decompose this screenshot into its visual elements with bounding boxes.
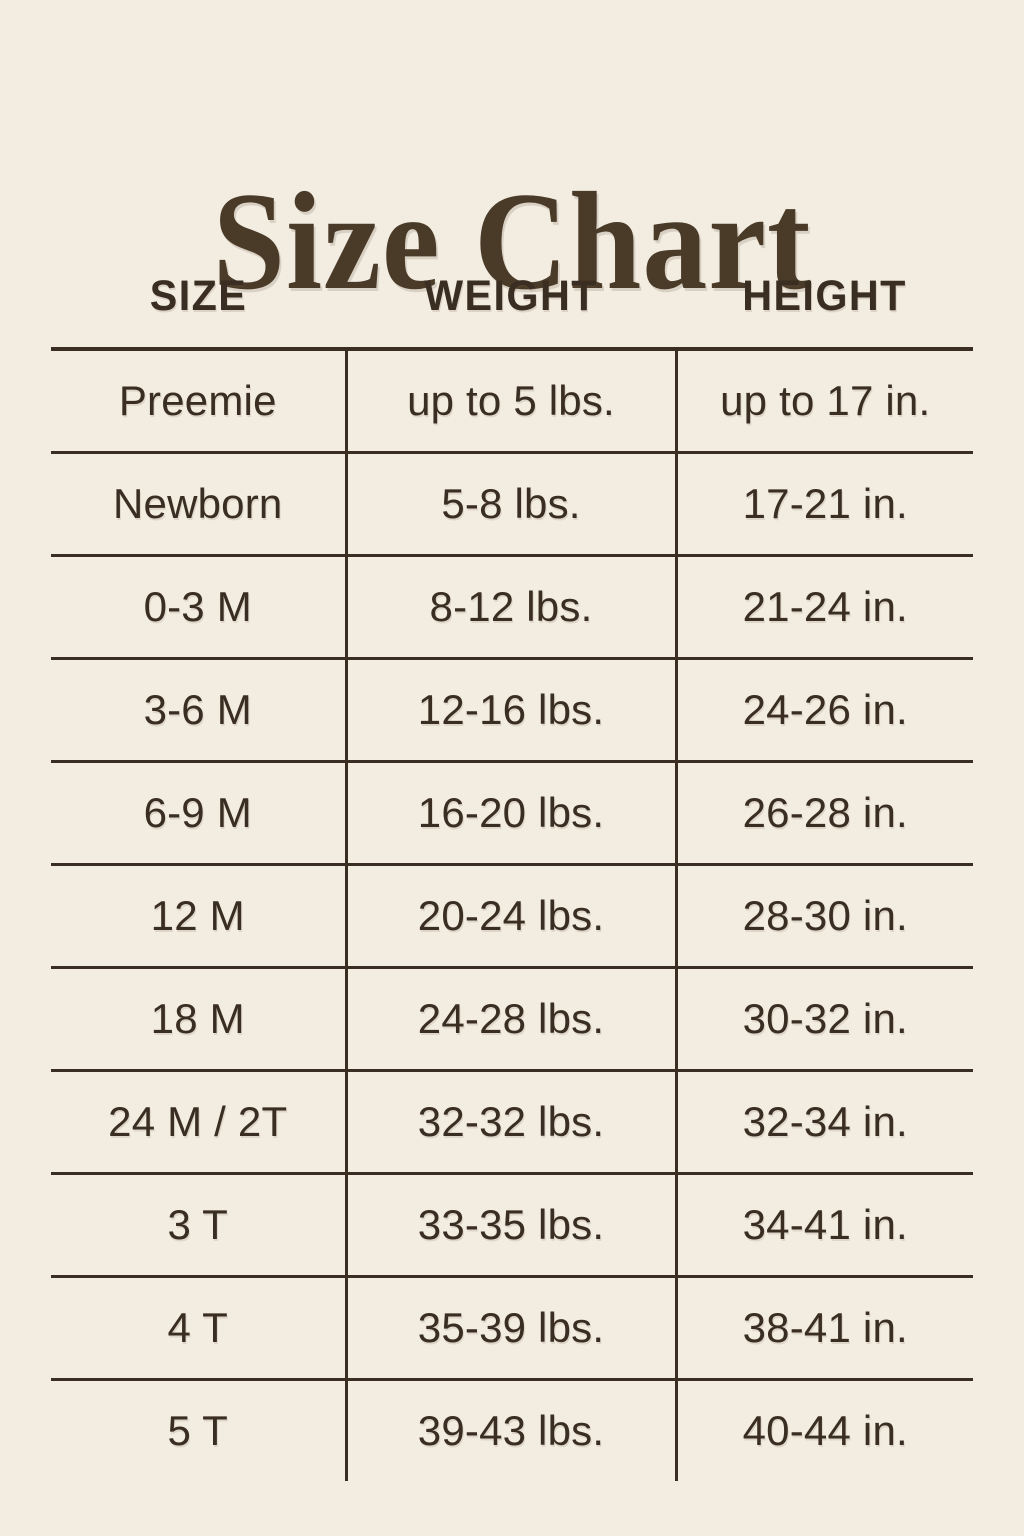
column-header-size: SIZE	[149, 272, 248, 320]
cell-height: 21-24 in.	[676, 554, 973, 659]
cell-height: up to 17 in.	[720, 377, 931, 424]
page-title: Size Chart	[212, 163, 812, 319]
cell-size: 5 T	[51, 1378, 348, 1481]
table-row: 3-6 M 12-16 lbs. 24-26 in.	[51, 657, 973, 762]
column-divider-size-weight	[345, 1383, 348, 1471]
cell-weight: 39-43 lbs.	[346, 1378, 678, 1481]
table-body: Preemie up to 5 lbs. up to 17 in. Newborn 5-…	[51, 349, 973, 1481]
table-row: 5 T 39-43 lbs. 40-44 in.	[51, 1378, 973, 1481]
cell-weight: 20-24 lbs.	[346, 863, 678, 968]
cell-size: 6-9 M	[51, 760, 348, 865]
header-row: SIZE WEIGHT HEIGHT	[51, 272, 973, 349]
cell-height: 30-32 in.	[676, 966, 973, 1071]
table-row: 6-9 M 16-20 lbs. 26-28 in.	[51, 760, 973, 865]
column-header-height: HEIGHT	[742, 272, 907, 320]
column-divider-extensions	[51, 1383, 973, 1471]
cell-height: 24-26 in.	[676, 657, 973, 762]
cell-size: 0-3 M	[51, 554, 348, 659]
column-header-weight: WEIGHT	[424, 272, 598, 320]
cell-weight: 16-20 lbs.	[346, 760, 678, 865]
cell-weight: 5-8 lbs.	[346, 451, 678, 556]
table-row: 0-3 M 8-12 lbs. 21-24 in.	[51, 554, 973, 659]
cell-weight: 12-16 lbs.	[346, 657, 678, 762]
cell-weight: 35-39 lbs.	[346, 1275, 678, 1380]
cell-size: 12 M	[51, 863, 348, 968]
cell-height: 34-41 in.	[676, 1172, 973, 1277]
cell-size: Preemie	[51, 349, 348, 453]
cell-size: 3 T	[51, 1172, 348, 1277]
table-row: Newborn 5-8 lbs. 17-21 in.	[51, 451, 973, 556]
cell-size: 4 T	[51, 1275, 348, 1380]
table-row: 3 T 33-35 lbs. 34-41 in.	[51, 1172, 973, 1277]
size-chart-table: SIZE WEIGHT HEIGHT Preemie up to 5 lbs. up…	[51, 272, 973, 1481]
cell-size: 3-6 M	[51, 657, 348, 762]
cell-size: 24 M / 2T	[51, 1069, 348, 1174]
cell-size: 18 M	[51, 966, 348, 1071]
table-row: 24 M / 2T 32-32 lbs. 32-34 in.	[51, 1069, 973, 1174]
table-row: 12 M 20-24 lbs. 28-30 in.	[51, 863, 973, 968]
cell-height: 32-34 in.	[676, 1069, 973, 1174]
cell-weight: 33-35 lbs.	[346, 1172, 678, 1277]
cell-height: 40-44 in.	[676, 1378, 973, 1481]
cell-weight: 24-28 lbs.	[346, 966, 678, 1071]
table-row: Preemie up to 5 lbs. up to 17 in.	[51, 349, 973, 453]
cell-height: 26-28 in.	[676, 760, 973, 865]
column-divider-weight-height	[675, 1383, 678, 1471]
cell-weight: 32-32 lbs.	[346, 1069, 678, 1174]
cell-height: 17-21 in.	[676, 451, 973, 556]
cell-height: 28-30 in.	[676, 863, 973, 968]
cell-weight: up to 5 lbs.	[346, 349, 678, 453]
size-chart-table-container: SIZE WEIGHT HEIGHT Preemie up to 5 lbs. up…	[51, 272, 973, 1481]
table-row: 4 T 35-39 lbs. 38-41 in.	[51, 1275, 973, 1380]
cell-size: Newborn	[51, 451, 348, 556]
table-row: 18 M 24-28 lbs. 30-32 in.	[51, 966, 973, 1071]
table-header: SIZE WEIGHT HEIGHT	[51, 272, 973, 349]
cell-weight: 8-12 lbs.	[346, 554, 678, 659]
cell-height: 38-41 in.	[676, 1275, 973, 1380]
